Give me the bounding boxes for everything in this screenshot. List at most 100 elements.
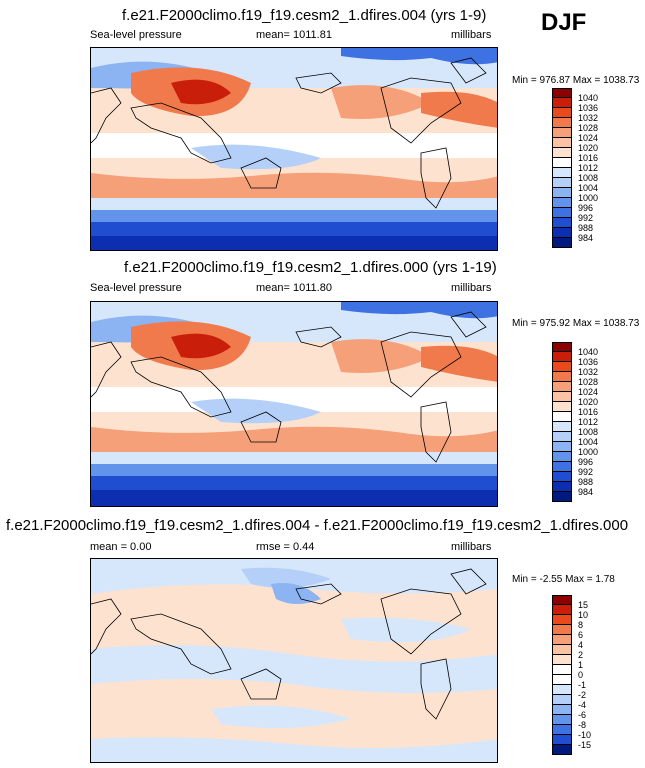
colorbar-tick-label: -6 xyxy=(578,710,587,720)
colorbar-tick-label: 10 xyxy=(578,610,589,620)
colorbar-tick-label: 8 xyxy=(578,620,584,630)
units-label: millibars xyxy=(451,29,492,41)
min-max-label: Min = 975.92 Max = 1038.73 xyxy=(512,318,640,329)
colorbar-tick-label: 0 xyxy=(578,670,584,680)
colorbar-tick-label: -8 xyxy=(578,720,587,730)
colorbar-swatch xyxy=(552,432,572,442)
colorbar-tick-label: 1016 xyxy=(578,153,599,163)
colorbar-tick-label: 2 xyxy=(578,650,584,660)
colorbar-swatch xyxy=(552,218,572,228)
colorbar-swatch xyxy=(552,158,572,168)
colorbar-swatch xyxy=(552,138,572,148)
mean-label: mean = 0.00 xyxy=(90,541,152,553)
colorbar-swatch xyxy=(552,422,572,432)
colorbar-swatch xyxy=(552,362,572,372)
colorbar-swatch xyxy=(552,442,572,452)
colorbar-swatch xyxy=(552,685,572,695)
colorbar-tick-label: 1012 xyxy=(578,417,599,427)
panel-title: f.e21.F2000climo.f19_f19.cesm2_1.dfires.… xyxy=(122,7,487,24)
colorbar-swatch xyxy=(552,492,572,502)
colorbar-tick-label: 1020 xyxy=(578,397,599,407)
colorbar-tick-label: 984 xyxy=(578,487,594,497)
colorbar-tick-label: 1 xyxy=(578,660,584,670)
variable-label: Sea-level pressure xyxy=(90,29,182,41)
colorbar-tick-label: -4 xyxy=(578,700,587,710)
colorbar-tick-label: 1036 xyxy=(578,103,599,113)
colorbar-tick-label: 996 xyxy=(578,203,594,213)
colorbar-tick-label: 1032 xyxy=(578,113,599,123)
colorbar-tick-label: 4 xyxy=(578,640,584,650)
colorbar-tick-label: -15 xyxy=(578,740,592,750)
colorbar-swatch xyxy=(552,705,572,715)
colorbar-tick-label: 996 xyxy=(578,457,594,467)
panel-title: f.e21.F2000climo.f19_f19.cesm2_1.dfires.… xyxy=(124,259,497,276)
colorbar-swatch xyxy=(552,645,572,655)
colorbar-swatch xyxy=(552,482,572,492)
colorbar-tick-label: 1032 xyxy=(578,367,599,377)
colorbar-tick-label: 988 xyxy=(578,477,594,487)
colorbar-swatch xyxy=(552,118,572,128)
units-label: millibars xyxy=(451,282,492,294)
colorbar-swatch xyxy=(552,352,572,362)
colorbar-tick-label: 1024 xyxy=(578,387,599,397)
colorbar-swatch xyxy=(552,382,572,392)
colorbar-swatch xyxy=(552,655,572,665)
colorbar-swatch xyxy=(552,745,572,755)
colorbar-swatch xyxy=(552,625,572,635)
colorbar-tick-label: 1040 xyxy=(578,93,599,103)
colorbar-tick-label: -1 xyxy=(578,680,587,690)
colorbar-swatch xyxy=(552,98,572,108)
colorbar-swatch xyxy=(552,735,572,745)
colorbar-swatch xyxy=(552,725,572,735)
colorbar-swatch xyxy=(552,372,572,382)
colorbar xyxy=(552,595,572,755)
map-slp-2 xyxy=(90,301,498,507)
colorbar-tick-label: 1036 xyxy=(578,357,599,367)
colorbar-swatch xyxy=(552,108,572,118)
colorbar-tick-label: 992 xyxy=(578,213,594,223)
colorbar-swatch xyxy=(552,238,572,248)
colorbar-tick-label: 1004 xyxy=(578,437,599,447)
colorbar-swatch xyxy=(552,615,572,625)
colorbar-tick-label: 1008 xyxy=(578,173,599,183)
colorbar-swatch xyxy=(552,452,572,462)
colorbar-swatch xyxy=(552,675,572,685)
mean-label: mean= 1011.81 xyxy=(256,29,332,41)
colorbar-swatch xyxy=(552,198,572,208)
colorbar-swatch xyxy=(552,208,572,218)
colorbar-tick-label: 1012 xyxy=(578,163,599,173)
units-label: millibars xyxy=(451,541,492,553)
colorbar xyxy=(552,88,572,248)
colorbar-tick-label: 1020 xyxy=(578,143,599,153)
colorbar-tick-label: 1040 xyxy=(578,347,599,357)
colorbar-swatch xyxy=(552,188,572,198)
colorbar-swatch xyxy=(552,635,572,645)
map-slp-1 xyxy=(90,47,498,251)
colorbar-swatch xyxy=(552,402,572,412)
colorbar-tick-label: 1028 xyxy=(578,377,599,387)
colorbar-swatch xyxy=(552,178,572,188)
colorbar-swatch xyxy=(552,695,572,705)
colorbar-swatch xyxy=(552,595,572,605)
colorbar-swatch xyxy=(552,715,572,725)
panel-title: f.e21.F2000climo.f19_f19.cesm2_1.dfires.… xyxy=(6,517,629,534)
colorbar-tick-label: 1024 xyxy=(578,133,599,143)
colorbar-tick-label: 988 xyxy=(578,223,594,233)
colorbar-swatch xyxy=(552,88,572,98)
colorbar-tick-label: 1004 xyxy=(578,183,599,193)
mean-label: mean= 1011.80 xyxy=(256,282,332,294)
colorbar-swatch xyxy=(552,128,572,138)
rmse-label: rmse = 0.44 xyxy=(256,541,315,553)
colorbar-swatch xyxy=(552,462,572,472)
colorbar-swatch xyxy=(552,605,572,615)
colorbar-swatch xyxy=(552,342,572,352)
colorbar-swatch xyxy=(552,392,572,402)
variable-label: Sea-level pressure xyxy=(90,282,182,294)
colorbar-tick-label: 15 xyxy=(578,600,589,610)
colorbar-swatch xyxy=(552,148,572,158)
min-max-label: Min = -2.55 Max = 1.78 xyxy=(512,574,615,585)
colorbar-tick-label: 992 xyxy=(578,467,594,477)
colorbar-swatch xyxy=(552,228,572,238)
colorbar-tick-label: 1016 xyxy=(578,407,599,417)
colorbar-tick-label: 1000 xyxy=(578,447,599,457)
